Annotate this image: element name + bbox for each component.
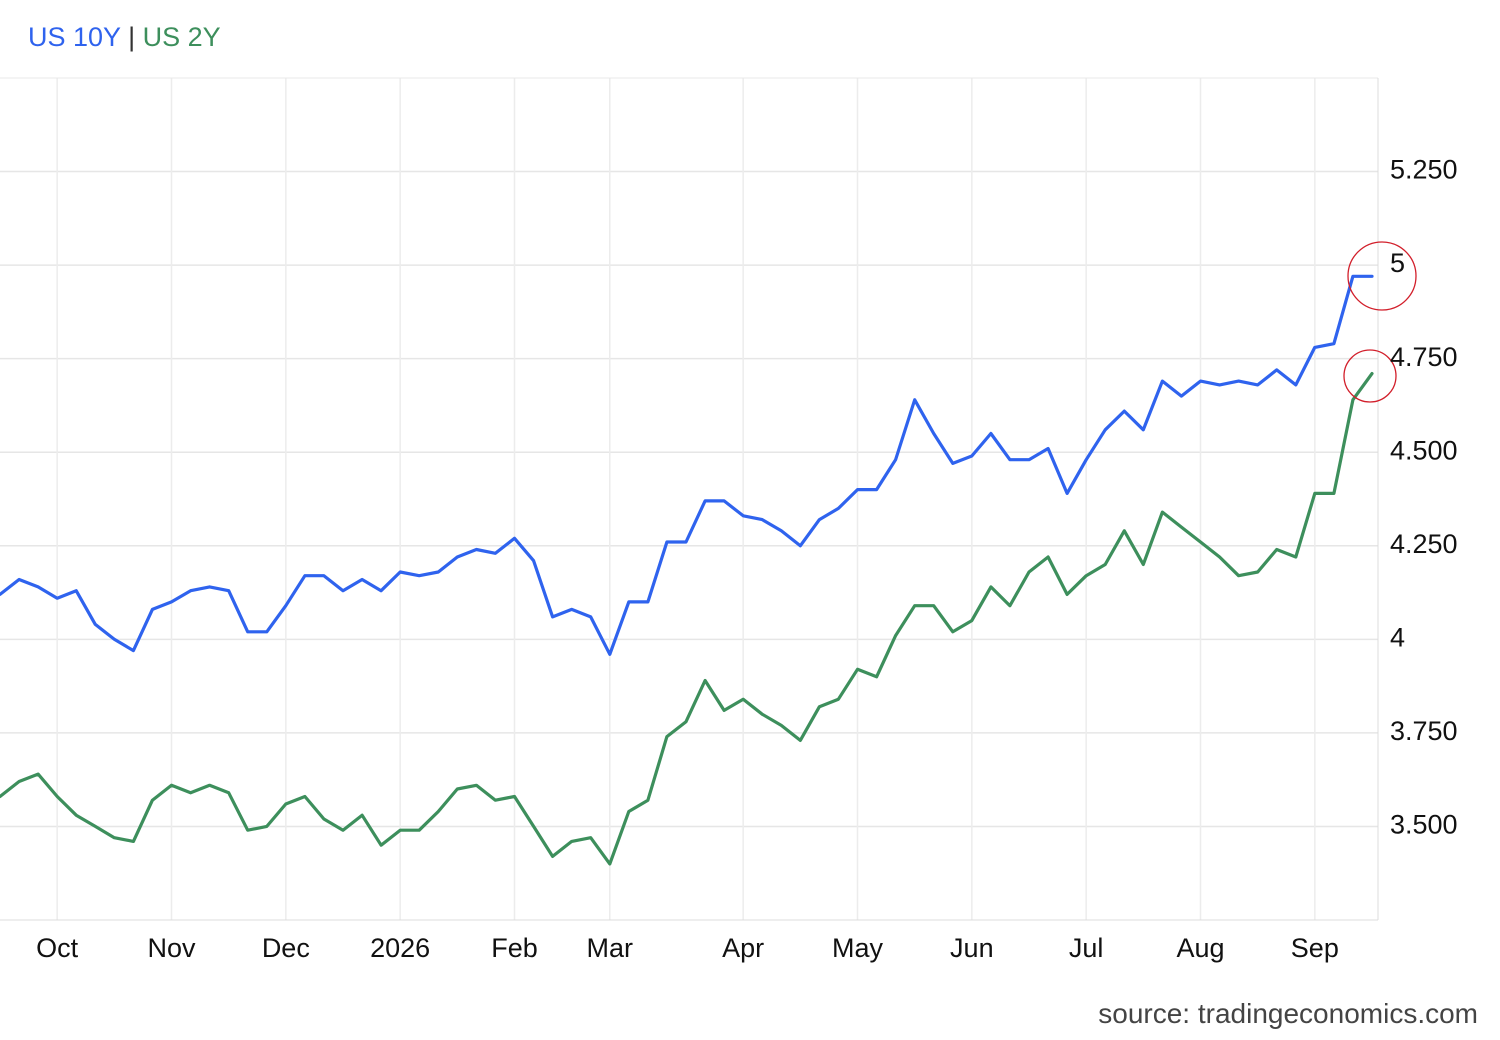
y-tick-label: 4.500 xyxy=(1390,435,1458,465)
x-tick-label: Nov xyxy=(147,933,196,963)
x-tick-label: Jul xyxy=(1069,933,1104,963)
source-note: source: tradingeconomics.com xyxy=(1098,998,1478,1029)
legend-entry: US 10Y xyxy=(28,22,121,52)
x-tick-label: Sep xyxy=(1291,933,1339,963)
x-tick-label: Feb xyxy=(491,933,538,963)
y-tick-label: 5 xyxy=(1390,248,1405,278)
y-tick-label: 4 xyxy=(1390,622,1405,652)
x-tick-label: Dec xyxy=(262,933,310,963)
series-line xyxy=(0,274,1374,656)
y-tick-label: 4.750 xyxy=(1390,342,1458,372)
y-tick-label: 3.750 xyxy=(1390,716,1458,746)
legend-separator: | xyxy=(128,22,136,52)
x-tick-label: 2026 xyxy=(370,933,430,963)
series-line xyxy=(0,372,1374,866)
y-tick-label: 5.250 xyxy=(1390,155,1458,185)
highlight-circle xyxy=(1347,241,1417,311)
x-tick-label: Apr xyxy=(722,933,764,963)
grid xyxy=(0,78,1378,920)
x-tick-label: Mar xyxy=(587,933,634,963)
x-tick-label: Oct xyxy=(36,933,79,963)
y-tick-label: 4.250 xyxy=(1390,529,1458,559)
legend: US 10Y | US 2Y xyxy=(28,22,221,53)
y-tick-label: 3.500 xyxy=(1390,810,1458,840)
x-tick-label: Jun xyxy=(950,933,994,963)
x-tick-label: May xyxy=(832,933,884,963)
series-lines xyxy=(0,274,1374,866)
legend-entry: US 2Y xyxy=(142,22,221,52)
x-tick-label: Aug xyxy=(1176,933,1224,963)
highlight-circle xyxy=(1343,349,1397,403)
